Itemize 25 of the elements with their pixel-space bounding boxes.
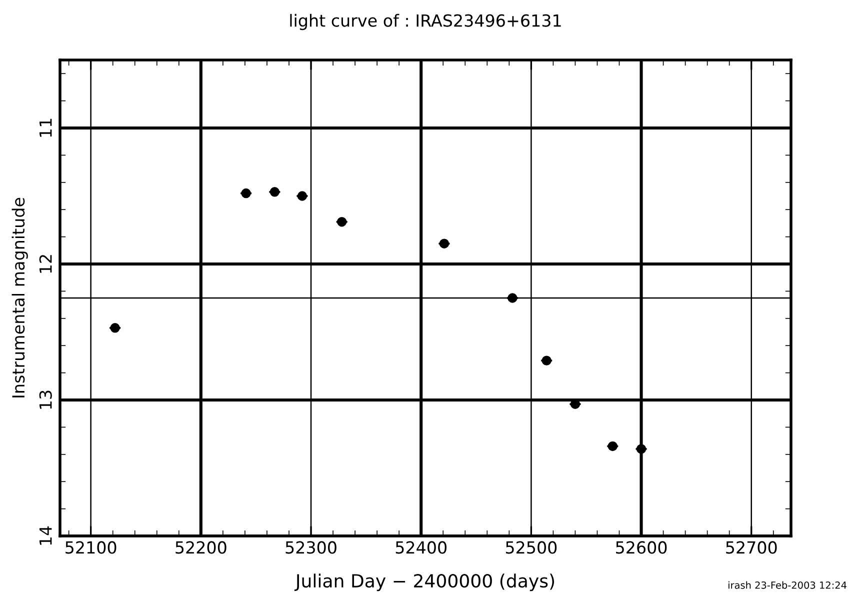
x-tick-label: 52500 [506,541,557,554]
y-tick-label: 12 [39,255,52,273]
y-tick-label: 13 [39,390,52,409]
x-tick-label: 52100 [66,541,116,554]
x-tick-label: 52200 [176,541,226,554]
y-axis-title: Instrumental magnitude [12,198,28,398]
point [542,356,552,366]
point [241,188,251,198]
x-tick-label: 52300 [286,541,336,554]
x-tick-label: 52700 [726,541,777,554]
y-tick-label: 14 [40,526,52,545]
point [270,187,280,197]
x-tick-label: 52400 [396,541,446,554]
point [439,238,450,248]
chart-title: light curve of : IRAS23496+6131 [290,14,561,30]
point [608,441,618,452]
x-tick-label: 52600 [616,541,667,554]
text: irash 23-Feb-2003 12:24 [728,581,846,589]
point [508,293,518,303]
x-axis-title: Julian Day − 2400000 (days) [294,574,554,592]
point [297,191,308,201]
point [110,323,120,333]
point [336,216,347,227]
point [636,444,646,454]
y-tick-label: 11 [40,118,52,137]
